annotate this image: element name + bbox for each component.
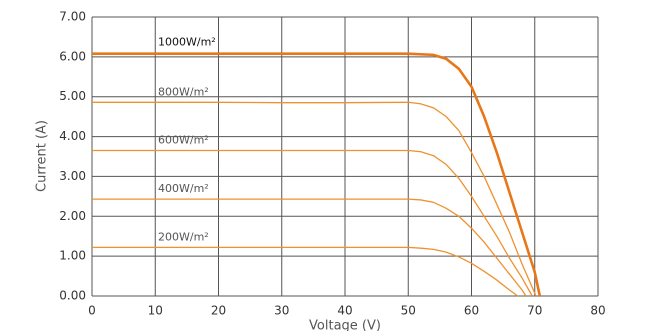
iv-curve — [92, 149, 533, 297]
y-tick-label: 0.00 — [59, 289, 86, 303]
y-tick-label: 7.00 — [59, 10, 86, 24]
curve-label: 400W/m² — [158, 182, 209, 195]
y-tick-label: 2.00 — [59, 209, 86, 223]
curve-label: 800W/m² — [158, 85, 209, 98]
y-tick-label: 1.00 — [59, 249, 86, 263]
curve-label: 200W/m² — [158, 230, 209, 243]
iv-curve — [92, 246, 519, 297]
y-tick-label: 5.00 — [59, 89, 86, 103]
y-axis-title: Current (A) — [35, 120, 50, 192]
x-tick-label: 0 — [88, 304, 96, 318]
curve-label: 600W/m² — [158, 134, 209, 147]
x-tick-label: 80 — [590, 304, 605, 318]
x-tick-label: 50 — [401, 304, 416, 318]
x-tick-label: 40 — [337, 304, 352, 318]
iv-curve — [92, 198, 527, 297]
x-tick-label: 20 — [211, 304, 226, 318]
y-tick-label: 4.00 — [59, 129, 86, 143]
y-tick-label: 3.00 — [59, 169, 86, 183]
x-tick-label: 70 — [527, 304, 542, 318]
x-tick-label: 60 — [464, 304, 479, 318]
x-axis-title: Voltage (V) — [309, 319, 381, 331]
x-tick-label: 10 — [148, 304, 163, 318]
curve-label: 1000W/m² — [158, 36, 216, 49]
iv-curve — [92, 52, 542, 297]
y-tick-label: 6.00 — [59, 49, 86, 63]
x-tick-label: 30 — [274, 304, 289, 318]
iv-curve — [92, 101, 537, 297]
